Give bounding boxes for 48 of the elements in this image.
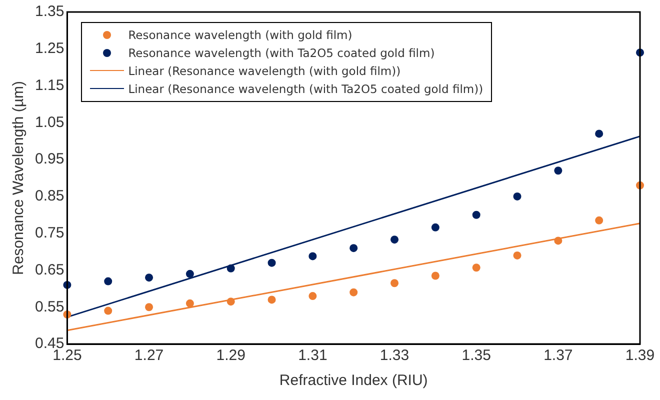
point (186, 270, 194, 278)
point (104, 306, 112, 315)
y-tick-label: 1.15 (34, 76, 64, 94)
point (513, 251, 522, 260)
point (472, 264, 480, 272)
y-tick-label: 0.95 (34, 150, 64, 168)
point (226, 298, 235, 306)
point (308, 292, 317, 300)
point (431, 272, 440, 280)
point (595, 130, 604, 138)
y-axis-title: Resonance Wavelength (µm) (10, 80, 28, 276)
point (554, 166, 562, 175)
legend-label: Resonance wavelength (with gold film) (128, 28, 352, 42)
legend-label: Linear (Resonance wavelength (with gold film)) (128, 64, 401, 78)
point (145, 303, 154, 312)
point (472, 210, 480, 219)
y-tick-label: 0.85 (34, 188, 64, 205)
x-axis-title: Refractive Index (RIU) (279, 372, 428, 390)
x-tick-label: 1.35 (462, 347, 491, 364)
y-tick-label: 1.35 (34, 3, 64, 20)
y-tick-label: 0.75 (34, 224, 64, 242)
point (104, 277, 112, 286)
point (390, 279, 399, 288)
point (186, 299, 194, 308)
x-tick-label: 1.37 (544, 347, 573, 364)
point (308, 252, 317, 260)
point (595, 216, 604, 224)
point (431, 223, 440, 232)
point (145, 274, 154, 282)
x-tick-label: 1.33 (380, 347, 410, 364)
point (350, 288, 358, 296)
point (226, 264, 235, 272)
point (268, 258, 276, 267)
legend-label: Linear (Resonance wavelength (with Ta2O5 coated gold film)) (128, 82, 484, 96)
x-tick-label: 1.31 (298, 347, 328, 364)
y-tick-label: 1.25 (34, 40, 64, 58)
point (554, 236, 562, 245)
point (268, 296, 276, 304)
legend-label: Resonance wavelength (with Ta2O5 coated gold film) (128, 46, 435, 60)
x-tick-label: 1.39 (625, 347, 655, 364)
point (390, 236, 399, 244)
y-tick-label: 0.65 (34, 261, 64, 278)
point (513, 192, 522, 200)
point (350, 244, 358, 252)
y-tick-label: 0.55 (34, 298, 64, 316)
x-tick-label: 1.29 (216, 347, 246, 364)
y-tick-label: 1.05 (34, 114, 64, 131)
x-tick-label: 1.27 (134, 347, 164, 364)
